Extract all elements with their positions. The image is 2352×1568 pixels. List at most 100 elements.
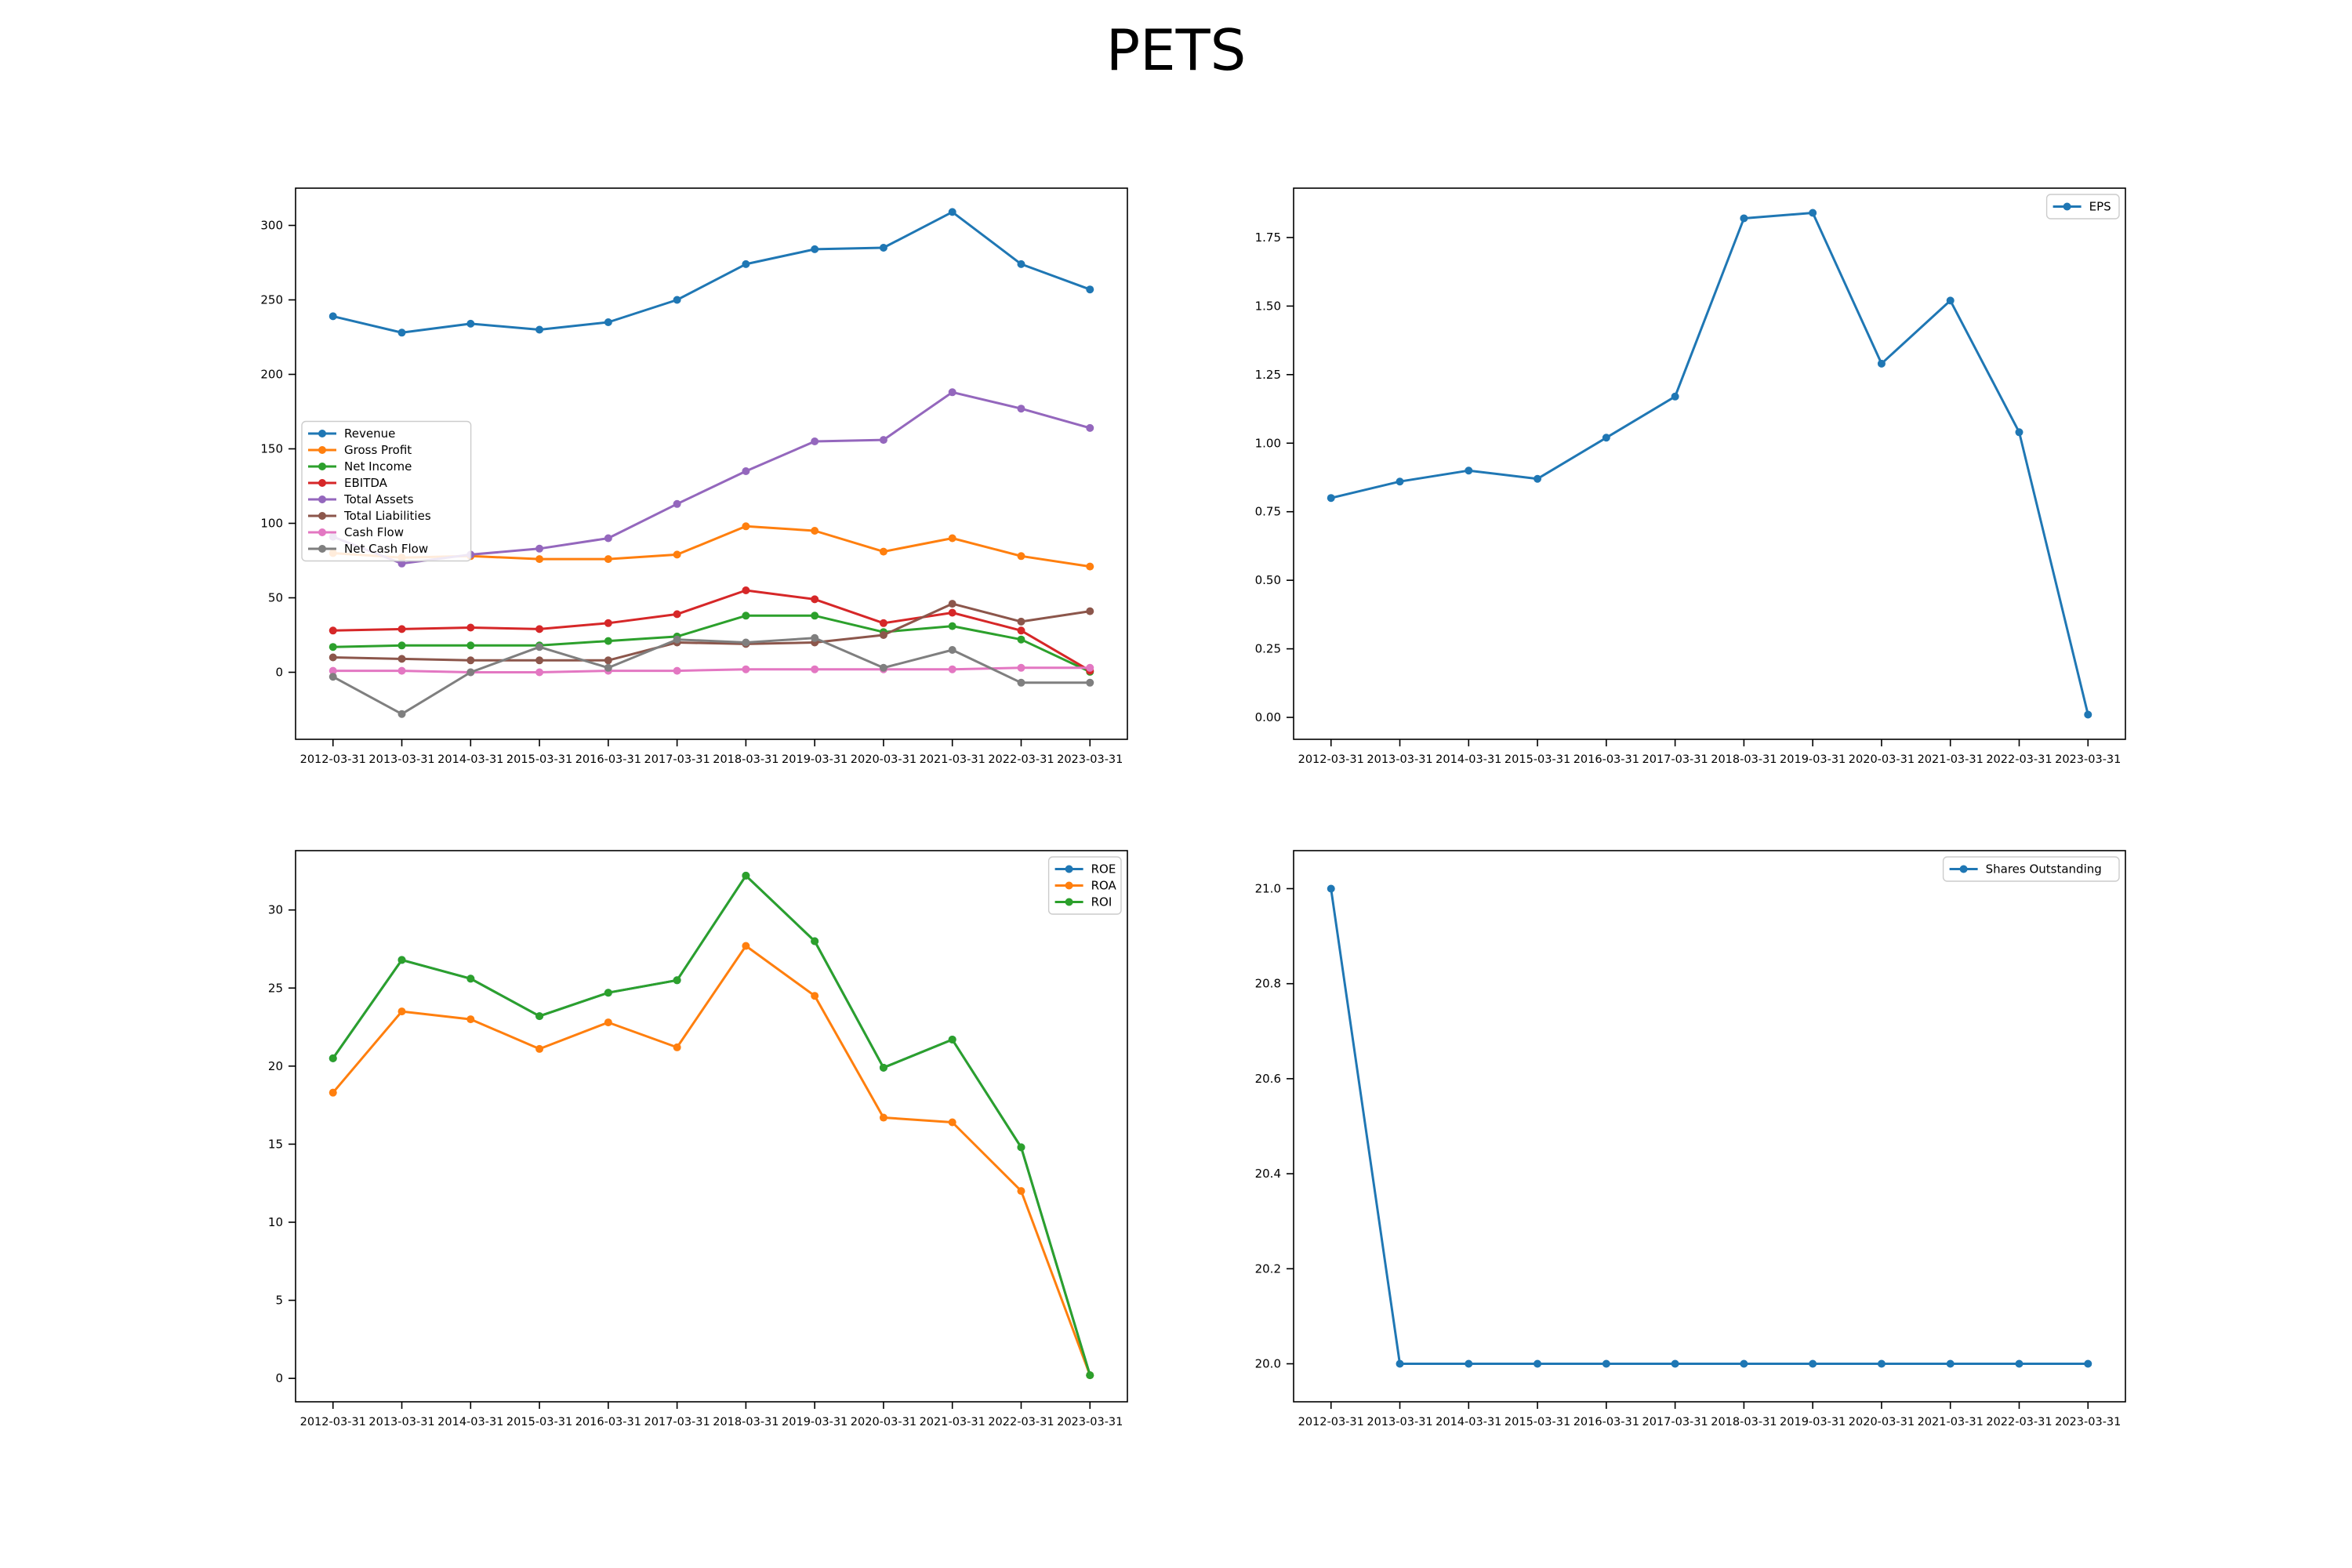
chart-shares-outstanding: 20.0 20.2 20.4 20.6 20.8 21.0 2012-03-31 2013-0… [1255,850,2126,1428]
series-line-net-cash-flow [332,637,1091,716]
page-title: PETS [1105,17,1247,83]
data-point-net-cash-flow [742,638,750,647]
legend-label-roi: ROI [1091,895,1112,909]
data-point-net-cash-flow [879,663,887,672]
x-tick-label: 2013-03-31 [1367,753,1432,766]
legend-label-net-cash-flow: Net Cash Flow [344,542,428,556]
data-point-net-cash-flow [535,643,544,652]
legend-marker-total-liabilities [318,512,326,520]
x-tick-label: 2018-03-31 [713,753,779,766]
x-tick-label: 2017-03-31 [1642,1416,1708,1428]
data-point-revenue [604,318,612,326]
data-point-net-income [948,622,956,630]
x-tick-label: 2012-03-31 [300,753,366,766]
data-point-revenue [673,296,681,304]
x-tick-label: 2020-03-31 [1849,753,1915,766]
y-tick-label: 0 [275,1371,283,1385]
data-point-eps [1465,466,1473,475]
data-point-ebitda [742,586,750,594]
y-tick-label: 150 [260,442,283,456]
x-tick-label: 2014-03-31 [437,753,503,766]
data-point-ebitda [811,595,819,604]
data-point-net-income [742,612,750,620]
x-tick-label: 2021-03-31 [1918,753,1984,766]
data-point-roi [948,1035,956,1044]
data-point-net-cash-flow [1017,678,1025,687]
x-tick-label: 2017-03-31 [644,753,710,766]
x-tick-label: 2022-03-31 [988,753,1054,766]
data-point-revenue [466,319,475,328]
data-point-cash-flow [948,665,956,673]
legend-marker-roa [1065,881,1073,890]
x-tick-label: 2021-03-31 [1918,1416,1984,1428]
y-tick-label: 1.75 [1255,230,1281,245]
y-tick-label: 10 [268,1215,283,1229]
data-point-roa [811,992,819,1000]
legend: ROE ROA ROI [1047,856,1122,915]
data-point-roi [535,1012,544,1021]
legend-label-net-income: Net Income [344,459,412,474]
y-tick-label: 1.00 [1255,436,1281,450]
x-tick-label: 2014-03-31 [1436,753,1501,766]
y-tick-label: 5 [275,1294,283,1308]
y-tick-label: 0.75 [1255,505,1281,519]
data-point-roa [879,1113,887,1122]
data-point-roi [604,989,612,997]
data-point-shares-outstanding [1671,1359,1679,1368]
x-tick-label: 2016-03-31 [1573,753,1639,766]
data-point-gross-profit [879,547,887,556]
data-point-cash-flow [673,666,681,675]
data-point-cash-flow [328,666,337,675]
y-tick-label: 300 [260,219,283,233]
data-point-shares-outstanding [1534,1359,1542,1368]
data-point-shares-outstanding [1877,1359,1886,1368]
series-line-ebitda [332,589,1091,672]
x-tick-label: 2015-03-31 [1504,753,1570,766]
data-point-roi [328,1054,337,1062]
data-point-total-liabilities [1086,607,1094,615]
data-point-gross-profit [1086,562,1094,571]
data-point-net-income [1017,635,1025,644]
data-point-revenue [742,260,750,268]
data-point-net-income [397,641,406,650]
data-point-eps [1327,494,1335,503]
data-point-total-liabilities [466,656,475,665]
data-point-revenue [535,325,544,334]
x-tick-label: 2012-03-31 [1298,753,1364,766]
y-tick-label: 0 [275,666,283,680]
legend-marker-net-cash-flow [318,545,326,553]
data-point-eps [1809,209,1817,217]
data-point-shares-outstanding [2015,1359,2024,1368]
data-point-roa [1017,1187,1025,1196]
x-tick-label: 2022-03-31 [1986,753,2052,766]
data-point-cash-flow [1017,663,1025,672]
data-point-cash-flow [1086,663,1094,672]
y-tick-label: 0.25 [1255,642,1281,656]
data-point-ebitda [1017,626,1025,635]
x-tick-label: 2023-03-31 [2055,753,2121,766]
y-tick-label: 0.00 [1255,710,1281,724]
y-tick-label: 15 [268,1137,283,1151]
data-point-total-liabilities [535,656,544,665]
data-point-shares-outstanding [1946,1359,1955,1368]
y-tick-label: 20.6 [1255,1072,1281,1086]
y-tick-label: 20.0 [1255,1357,1281,1371]
data-point-ebitda [604,619,612,627]
data-point-total-assets [742,467,750,475]
series-line-roi [332,874,1091,1376]
data-point-roa [742,942,750,950]
data-point-roi [1017,1143,1025,1152]
data-point-net-cash-flow [328,673,337,681]
data-point-eps [1877,359,1886,368]
data-point-eps [2015,428,2024,437]
y-tick-label: 0.50 [1255,573,1281,587]
legend-label-cash-flow: Cash Flow [344,525,404,539]
data-point-total-liabilities [1017,617,1025,626]
x-tick-label: 2020-03-31 [851,753,916,766]
x-tick-label: 2013-03-31 [368,1416,434,1428]
legend: Revenue Gross Profit Net Income EBITDA Total… [301,420,472,562]
data-point-revenue [948,208,956,216]
data-point-net-cash-flow [673,635,681,644]
data-point-eps [2084,710,2092,719]
